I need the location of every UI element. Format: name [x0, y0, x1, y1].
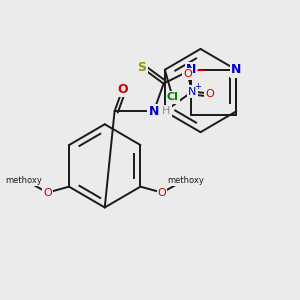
Text: N: N [231, 63, 242, 76]
Text: N: N [186, 63, 196, 76]
Text: O: O [117, 83, 128, 96]
Text: O: O [158, 188, 166, 198]
Text: methoxy: methoxy [167, 176, 204, 185]
Text: −: − [195, 65, 206, 78]
Text: methoxy: methoxy [5, 176, 42, 185]
Text: N: N [148, 105, 159, 118]
Text: S: S [137, 61, 146, 74]
Text: H: H [162, 106, 171, 116]
Text: +: + [194, 82, 201, 91]
Text: O: O [43, 188, 52, 198]
Text: Cl: Cl [167, 92, 178, 103]
Text: O: O [183, 69, 192, 79]
Text: O: O [206, 88, 214, 98]
Text: N: N [188, 86, 196, 97]
